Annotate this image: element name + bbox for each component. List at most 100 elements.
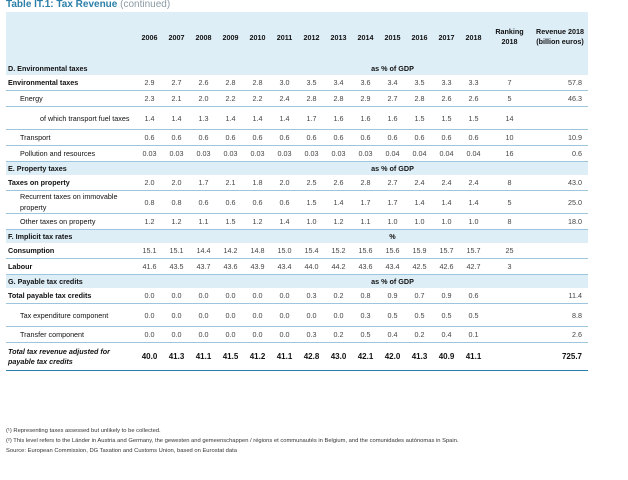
tax-revenue-table-container: 2006 2007 2008 2009 2010 2011 2012 2013 2014 2015… xyxy=(6,12,588,371)
value-cell: 41.1 xyxy=(271,342,298,371)
value-cell: 0.0 xyxy=(271,288,298,304)
value-cell: 0.6 xyxy=(460,129,487,146)
value-cell: 0.04 xyxy=(379,145,406,162)
value-cell: 1.1 xyxy=(352,213,379,230)
table-row: of which transport fuel taxes 1.4 1.4 1.3 1.… xyxy=(6,106,588,130)
value-cell: 0.6 xyxy=(352,129,379,146)
value-cell: 0.6 xyxy=(298,129,325,146)
value-cell: 15.7 xyxy=(433,243,460,259)
row-label: Energy xyxy=(6,90,136,107)
revenue-cell: 57.8 xyxy=(532,75,588,91)
value-cell: 2.8 xyxy=(406,90,433,107)
source-note: Source: European Commission, DG Taxation… xyxy=(6,448,237,454)
value-cell: 1.0 xyxy=(406,213,433,230)
value-cell: 0.03 xyxy=(244,145,271,162)
value-cell: 0.0 xyxy=(190,303,217,327)
value-cell: 15.1 xyxy=(163,243,190,259)
value-cell: 43.4 xyxy=(379,258,406,275)
value-cell: 0.03 xyxy=(298,145,325,162)
value-cell: 2.0 xyxy=(271,175,298,191)
value-cell: 0.6 xyxy=(190,190,217,214)
revenue-cell: 8.8 xyxy=(532,303,588,327)
value-cell: 0.03 xyxy=(163,145,190,162)
row-label: Other taxes on property xyxy=(6,213,136,230)
value-cell: 2.4 xyxy=(460,175,487,191)
row-label: Tax expenditure component xyxy=(6,303,136,327)
section-blank xyxy=(487,62,588,75)
value-cell: 41.5 xyxy=(217,342,244,371)
ranking-cell: 8 xyxy=(487,175,532,191)
value-cell: 0.6 xyxy=(190,129,217,146)
value-cell: 1.7 xyxy=(379,190,406,214)
value-cell: 0.9 xyxy=(433,288,460,304)
value-cell: 1.2 xyxy=(244,213,271,230)
value-cell: 0.0 xyxy=(271,326,298,343)
value-cell: 0.8 xyxy=(136,190,163,214)
ranking-cell xyxy=(487,303,532,327)
section-title: E. Property taxes xyxy=(6,161,298,175)
value-cell: 14.2 xyxy=(217,243,244,259)
value-cell: 0.03 xyxy=(217,145,244,162)
value-cell: 2.1 xyxy=(163,90,190,107)
value-cell: 0.0 xyxy=(217,326,244,343)
section-unit: % xyxy=(298,229,487,243)
value-cell: 15.9 xyxy=(406,243,433,259)
value-cell: 3.5 xyxy=(406,75,433,91)
value-cell: 2.0 xyxy=(136,175,163,191)
value-cell: 40.9 xyxy=(433,342,460,371)
section-unit: as % of GDP xyxy=(298,62,487,75)
value-cell: 3.3 xyxy=(460,75,487,91)
table-row: Recurrent taxes on immovable property 0.8… xyxy=(6,190,588,214)
value-cell: 0.03 xyxy=(325,145,352,162)
value-cell: 1.5 xyxy=(460,106,487,130)
section-header: F. Implicit tax rates% xyxy=(6,229,588,243)
value-cell: 2.2 xyxy=(217,90,244,107)
value-cell: 1.3 xyxy=(190,106,217,130)
value-cell: 0.6 xyxy=(271,190,298,214)
value-cell: 15.6 xyxy=(379,243,406,259)
section-header: E. Property taxes as % of GDP xyxy=(6,161,588,175)
value-cell: 15.7 xyxy=(460,243,487,259)
value-cell: 2.0 xyxy=(190,90,217,107)
value-cell: 0.0 xyxy=(271,303,298,327)
ranking-cell: 16 xyxy=(487,145,532,162)
row-label: Environmental taxes xyxy=(6,75,136,91)
value-cell: 14.4 xyxy=(190,243,217,259)
value-cell: 43.5 xyxy=(163,258,190,275)
value-cell: 1.7 xyxy=(352,190,379,214)
value-cell: 1.6 xyxy=(352,106,379,130)
revenue-cell xyxy=(532,106,588,130)
value-cell: 0.6 xyxy=(244,190,271,214)
value-cell: 43.6 xyxy=(217,258,244,275)
value-cell: 42.8 xyxy=(298,342,325,371)
table-row: Consumption 15.1 15.1 14.4 14.2 14.8 15.0 15.4 1… xyxy=(6,243,588,259)
table-title: Table IT.1: Tax Revenue (continued) xyxy=(6,0,170,10)
value-cell: 1.7 xyxy=(190,175,217,191)
value-cell: 0.3 xyxy=(298,288,325,304)
ranking-cell xyxy=(487,326,532,343)
value-cell: 0.6 xyxy=(379,129,406,146)
value-cell: 2.8 xyxy=(217,75,244,91)
value-cell: 15.4 xyxy=(298,243,325,259)
ranking-cell: 5 xyxy=(487,190,532,214)
value-cell: 0.6 xyxy=(271,129,298,146)
ranking-cell: 5 xyxy=(487,90,532,107)
revenue-cell: 46.3 xyxy=(532,90,588,107)
value-cell: 2.7 xyxy=(163,75,190,91)
value-cell: 0.0 xyxy=(244,326,271,343)
ranking-cell: 25 xyxy=(487,243,532,259)
section-title: D. Environmental taxes xyxy=(6,62,298,75)
value-cell: 2.1 xyxy=(217,175,244,191)
footnotes: (¹) Representing taxes assessed but unli… xyxy=(6,426,616,456)
value-cell: 42.6 xyxy=(433,258,460,275)
value-cell: 1.5 xyxy=(433,106,460,130)
value-cell: 0.5 xyxy=(460,303,487,327)
value-cell: 0.5 xyxy=(352,326,379,343)
value-cell: 0.6 xyxy=(217,190,244,214)
value-cell: 2.7 xyxy=(379,175,406,191)
header-revenue: Revenue 2018 (billion euros) xyxy=(532,12,588,62)
value-cell: 0.6 xyxy=(433,129,460,146)
header-year: 2014 xyxy=(352,12,379,62)
value-cell: 1.1 xyxy=(190,213,217,230)
header-year: 2010 xyxy=(244,12,271,62)
